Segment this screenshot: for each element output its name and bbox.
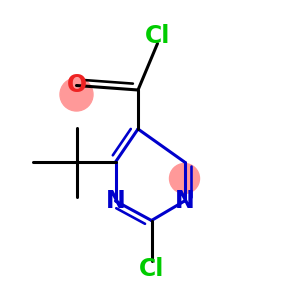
Text: Cl: Cl — [139, 256, 164, 280]
Circle shape — [169, 164, 200, 194]
Text: N: N — [175, 189, 194, 213]
Text: O: O — [66, 74, 87, 98]
Circle shape — [60, 78, 93, 111]
Text: N: N — [106, 189, 125, 213]
Text: Cl: Cl — [145, 24, 170, 48]
